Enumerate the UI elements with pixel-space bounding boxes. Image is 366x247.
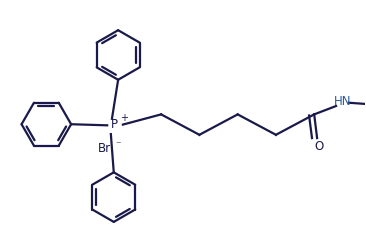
Text: P: P (111, 118, 118, 131)
Text: Br: Br (98, 142, 111, 155)
Text: ⁻: ⁻ (115, 140, 121, 150)
Text: +: + (120, 113, 128, 123)
Text: O: O (314, 140, 324, 153)
Text: HN: HN (334, 95, 352, 108)
